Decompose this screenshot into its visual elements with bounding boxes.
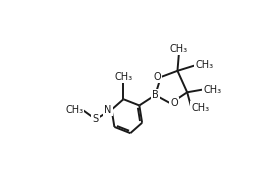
Text: CH₃: CH₃ — [170, 44, 188, 54]
Text: S: S — [93, 114, 99, 124]
Text: O: O — [153, 72, 161, 82]
Text: CH₃: CH₃ — [65, 105, 83, 115]
Text: CH₃: CH₃ — [203, 85, 221, 94]
Text: CH₃: CH₃ — [114, 72, 132, 82]
Text: N: N — [104, 105, 112, 115]
Text: B: B — [152, 90, 159, 100]
Text: O: O — [171, 98, 178, 108]
Text: CH₃: CH₃ — [195, 60, 214, 70]
Text: CH₃: CH₃ — [191, 103, 209, 112]
